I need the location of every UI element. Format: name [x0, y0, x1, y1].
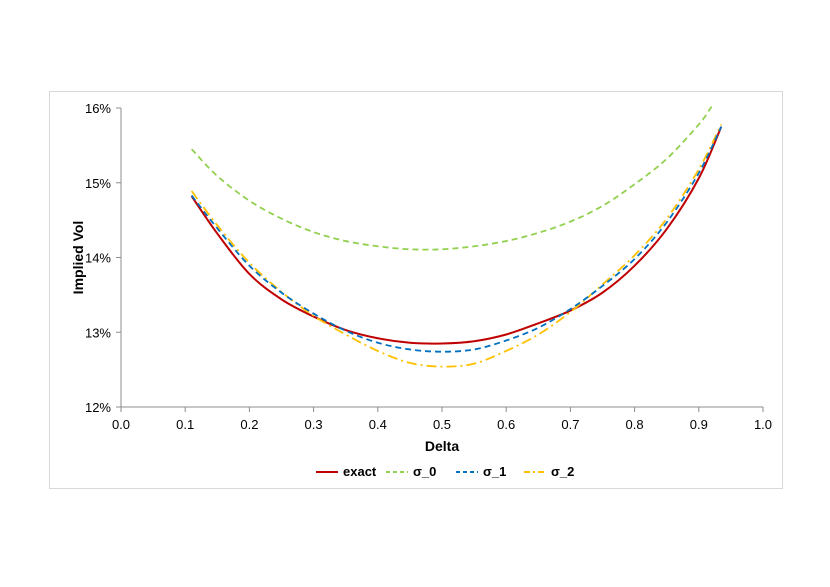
- x-tick-label: 1.0: [754, 417, 772, 432]
- x-tick-label: 0.1: [176, 417, 194, 432]
- x-tick-label: 0.5: [433, 417, 451, 432]
- y-tick-label: 14%: [85, 251, 111, 266]
- legend-label-3: σ_2: [551, 464, 574, 479]
- x-tick-label: 0.0: [112, 417, 130, 432]
- x-tick-label: 0.2: [240, 417, 258, 432]
- series-line-3: [190, 124, 723, 368]
- y-tick-label: 15%: [85, 176, 111, 191]
- x-axis-ticks: 0.0 0.1 0.2 0.3 0.4 0.5 0.6 0.7 0.8 0.9 1.0: [112, 407, 772, 432]
- legend-label-2: σ_1: [483, 464, 506, 479]
- y-axis-ticks: 12% 13% 14% 15% 16%: [85, 101, 121, 415]
- y-tick-label: 13%: [85, 325, 111, 340]
- legend-label-1: σ_0: [413, 464, 436, 479]
- y-tick-label: 12%: [85, 400, 111, 415]
- series-line-1: [190, 105, 713, 251]
- series-layer: [190, 105, 723, 368]
- x-tick-label: 0.9: [690, 417, 708, 432]
- axes: [120, 108, 763, 408]
- x-tick-label: 0.7: [561, 417, 579, 432]
- x-tick-label: 0.6: [497, 417, 515, 432]
- series-line-0: [190, 126, 723, 345]
- legend-label-0: exact: [343, 464, 377, 479]
- y-axis-title: Implied Vol: [70, 221, 86, 295]
- legend: exact σ_0 σ_1 σ_2: [316, 464, 574, 479]
- x-axis-title: Delta: [425, 438, 459, 454]
- x-tick-label: 0.3: [305, 417, 323, 432]
- x-tick-label: 0.4: [369, 417, 387, 432]
- x-tick-label: 0.8: [626, 417, 644, 432]
- line-chart: 0.0 0.1 0.2 0.3 0.4 0.5 0.6 0.7 0.8 0.9 1.0 12% 13%…: [70, 101, 772, 479]
- chart-frame: 0.0 0.1 0.2 0.3 0.4 0.5 0.6 0.7 0.8 0.9 1.0 12% 13%…: [49, 91, 783, 489]
- y-tick-label: 16%: [85, 101, 111, 116]
- series-line-2: [190, 126, 723, 353]
